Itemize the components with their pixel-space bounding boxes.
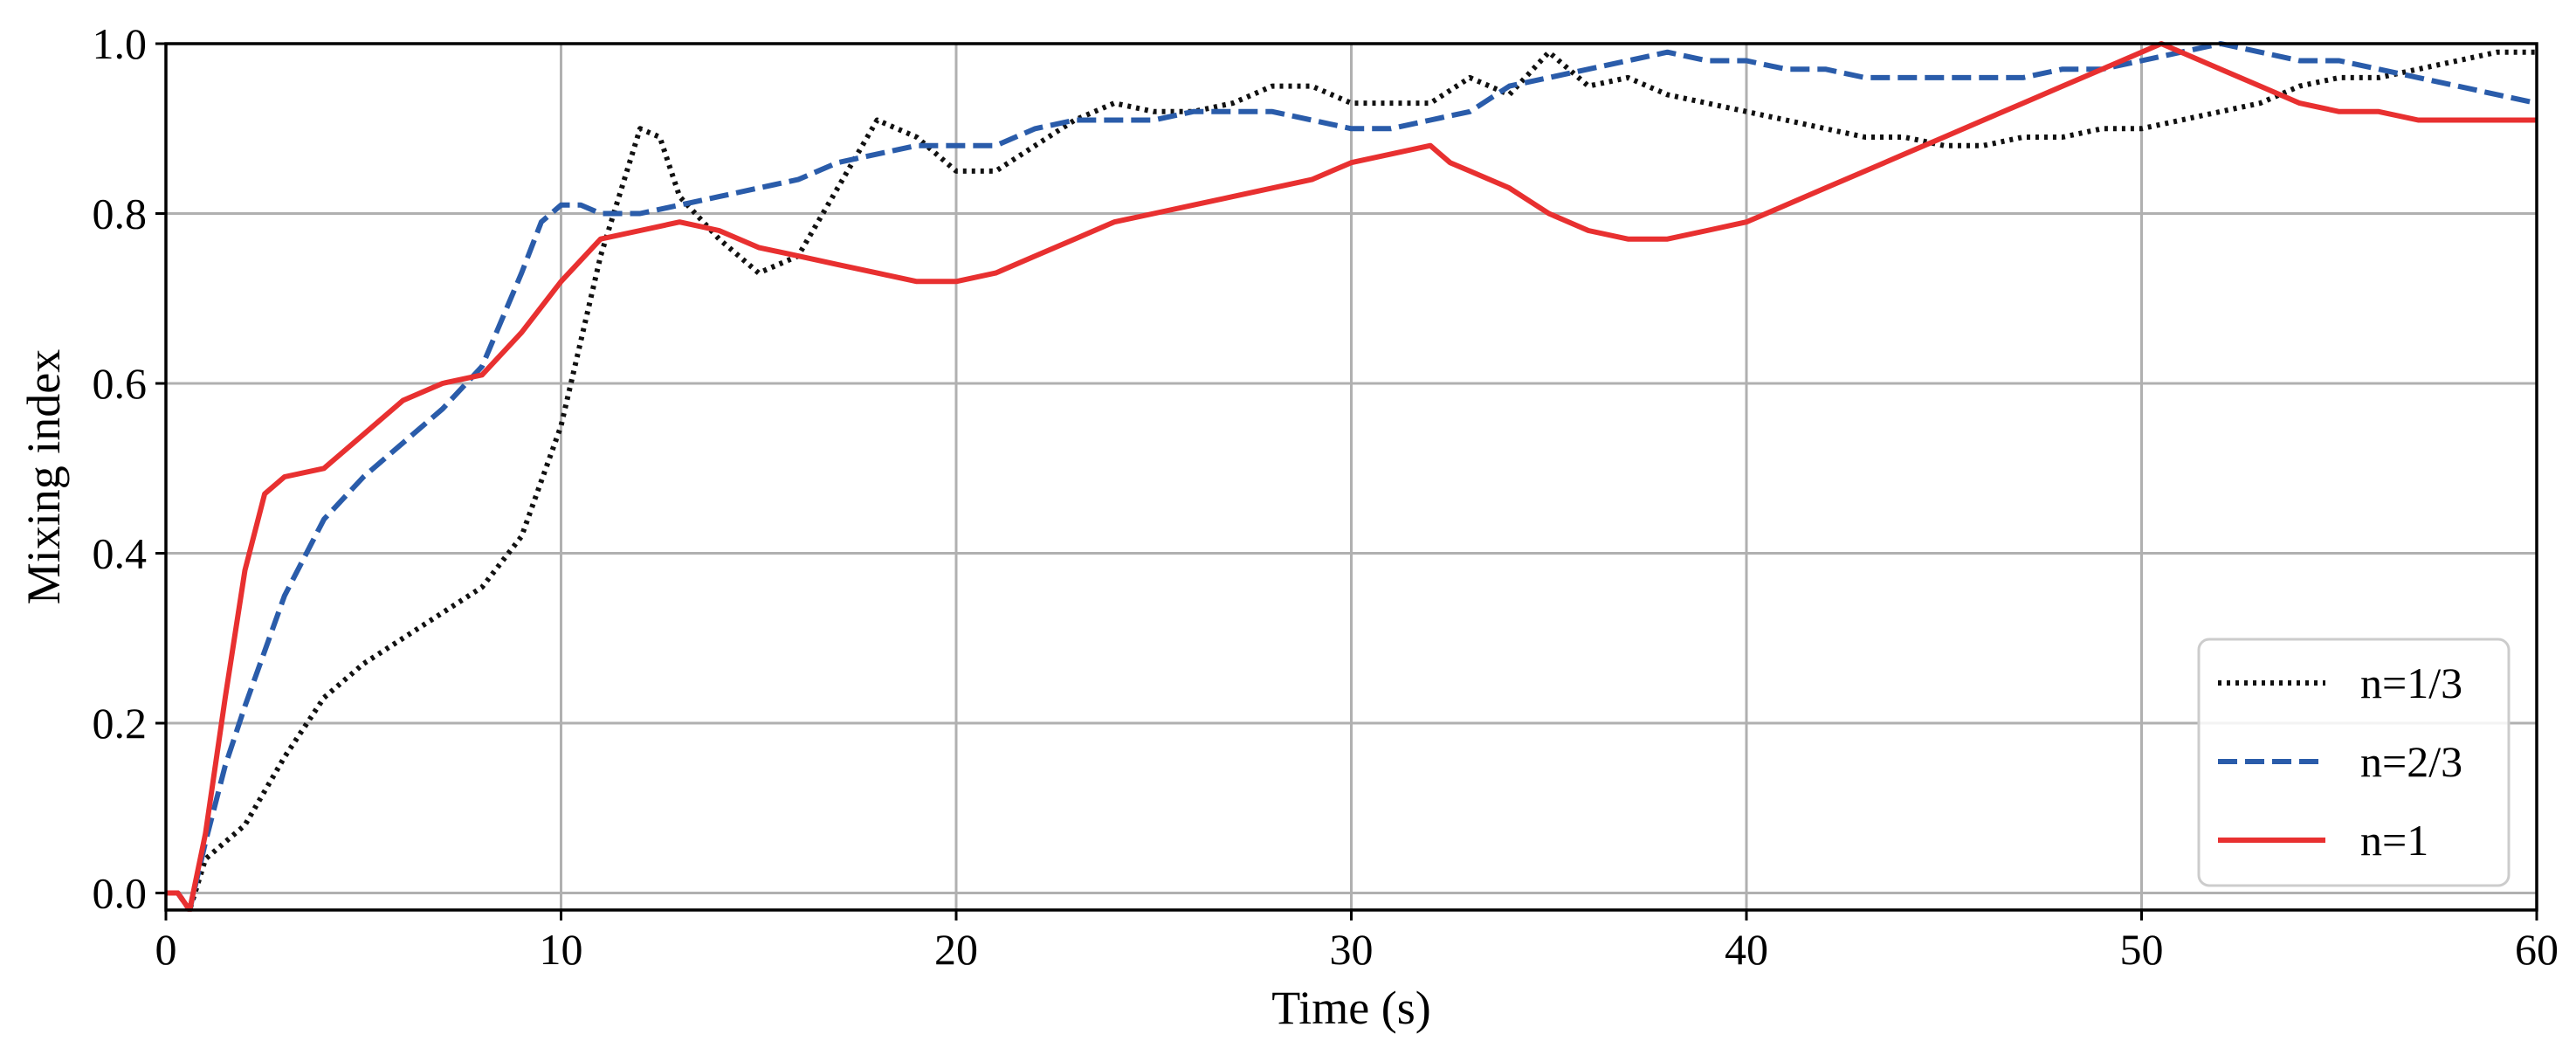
legend-label: n=2/3 (2360, 737, 2462, 786)
x-tick-label: 50 (2120, 925, 2164, 974)
x-tick-label: 0 (155, 925, 177, 974)
series-line-dashed (166, 41, 2537, 912)
y-tick-label: 0.4 (93, 529, 148, 578)
x-tick-label: 30 (1330, 925, 1374, 974)
x-axis-label: Time (s) (1271, 982, 1431, 1034)
y-axis-label: Mixing index (17, 349, 70, 605)
legend-label: n=1/3 (2360, 658, 2462, 707)
legend-label: n=1 (2360, 816, 2428, 865)
legend: n=1/3 n=2/3 n=1 (2197, 638, 2511, 887)
x-tick-label: 10 (540, 925, 583, 974)
legend-box (2197, 638, 2511, 887)
x-tick-label: 20 (934, 925, 978, 974)
y-tick-label: 0.0 (93, 869, 148, 918)
x-tick-label: 40 (1725, 925, 1768, 974)
axis-ticks: 0 10 20 30 40 50 60 0.0 0.2 0.4 0.6 0.8 1.0 (93, 19, 2559, 974)
y-tick-label: 1.0 (93, 19, 148, 68)
y-tick-label: 0.2 (93, 699, 148, 748)
series-layer (166, 41, 2537, 912)
x-tick-label: 60 (2515, 925, 2559, 974)
series-line-solid (166, 41, 2537, 912)
y-tick-label: 0.6 (93, 359, 148, 408)
y-tick-label: 0.8 (93, 190, 148, 238)
